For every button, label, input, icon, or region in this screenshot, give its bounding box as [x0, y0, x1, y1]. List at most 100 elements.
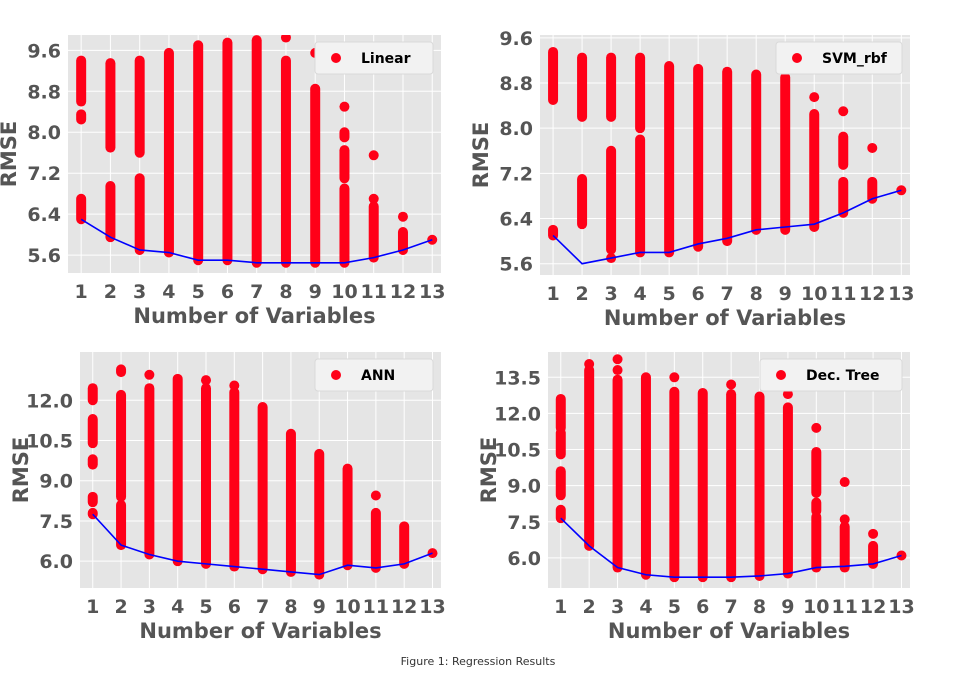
y-tick-label: 7.5 [39, 511, 73, 533]
x-tick-label: 6 [221, 281, 234, 303]
y-tick-label: 10.5 [494, 440, 541, 462]
x-tick-label: 1 [554, 596, 567, 618]
legend-marker [331, 53, 341, 63]
rmse-point [368, 150, 379, 161]
x-tick-label: 3 [133, 281, 146, 303]
x-tick-label: 12 [391, 596, 417, 618]
legend-label: ANN [361, 368, 395, 384]
legend-marker [776, 370, 786, 380]
x-tick-label: 1 [546, 283, 559, 305]
legend-marker [792, 53, 802, 63]
legend-box [759, 358, 903, 392]
x-tick-label: 5 [199, 596, 212, 618]
y-tick-label: 8.0 [27, 122, 61, 144]
y-tick-label: 6.0 [39, 551, 73, 573]
data-layer [555, 354, 907, 583]
rmse-point [144, 369, 155, 380]
rmse-point [370, 490, 381, 501]
y-tick-label: 10.5 [26, 431, 73, 453]
ann-chart: 1 2 3 4 5 6 7 8 9 10 11 12 136.07.59.010.512.0Number… [9, 352, 446, 643]
x-tick-label: 12 [860, 596, 886, 618]
x-tick-label: 9 [313, 596, 326, 618]
rmse-point [584, 359, 595, 370]
linear-chart: 1 2 3 4 5 6 7 8 9 10 11 12 135.66.47.28.08.89.6Numbe… [0, 35, 445, 328]
x-axis-label: Number of Variables [133, 304, 375, 328]
x-tick-label: 11 [831, 596, 857, 618]
x-tick-label: 10 [801, 283, 827, 305]
min-rmse-line [560, 517, 902, 578]
legend-marker [331, 370, 341, 380]
rmse-point [867, 142, 878, 153]
x-tick-label: 2 [104, 281, 117, 303]
y-tick-label: 12.0 [494, 403, 541, 425]
data-layer [76, 35, 438, 268]
x-tick-label: 1 [75, 281, 88, 303]
x-tick-label: 13 [419, 281, 445, 303]
x-tick-label: 5 [668, 596, 681, 618]
y-tick-label: 9.0 [39, 471, 73, 493]
y-tick-label: 6.4 [27, 204, 61, 226]
x-tick-label: 10 [331, 281, 357, 303]
regression-results-figure: 1 2 3 4 5 6 7 8 9 10 11 12 135.66.47.28.08.89.6Numbe… [0, 28, 915, 643]
legend-box [775, 41, 903, 75]
y-axis-label: RMSE [477, 437, 501, 504]
x-axis-label: Number of Variables [608, 619, 850, 643]
x-tick-label: 6 [228, 596, 241, 618]
rmse-point [200, 375, 211, 386]
y-tick-label: 13.5 [494, 367, 541, 389]
rmse-point [782, 389, 793, 400]
x-tick-label: 7 [725, 596, 738, 618]
y-tick-label: 7.2 [27, 163, 61, 185]
rmse-point [809, 92, 820, 103]
rmse-point [612, 365, 623, 376]
legend-label: Dec. Tree [806, 368, 880, 384]
x-tick-label: 7 [721, 283, 734, 305]
x-tick-label: 13 [419, 596, 445, 618]
x-tick-label: 11 [363, 596, 389, 618]
x-tick-label: 4 [162, 281, 175, 303]
x-tick-label: 10 [334, 596, 360, 618]
x-tick-label: 3 [604, 283, 617, 305]
svm-rbf-chart: 1 2 3 4 5 6 7 8 9 10 11 12 135.66.47.28.08.89.6Numbe… [469, 28, 915, 330]
x-tick-label: 2 [583, 596, 596, 618]
rmse-point [280, 35, 291, 43]
x-tick-label: 4 [171, 596, 184, 618]
x-tick-label: 9 [779, 283, 792, 305]
rmse-point [726, 379, 737, 390]
dec-tree-chart: 1 2 3 4 5 6 7 8 9 10 11 12 136.07.59.010.512.013.5Nu… [477, 352, 915, 643]
rmse-point [397, 211, 408, 222]
legend-box [314, 41, 434, 75]
y-axis-label: RMSE [0, 121, 21, 188]
y-tick-label: 6.0 [507, 548, 541, 570]
y-tick-label: 5.6 [499, 254, 533, 276]
rmse-point [839, 514, 850, 525]
legend-label: SVM_rbf [822, 51, 888, 67]
x-tick-label: 8 [753, 596, 766, 618]
rmse-point [612, 354, 623, 365]
legend-box [314, 358, 434, 392]
y-tick-label: 8.8 [27, 81, 61, 103]
x-tick-label: 10 [803, 596, 829, 618]
x-tick-label: 9 [781, 596, 794, 618]
x-tick-label: 12 [390, 281, 416, 303]
data-layer [548, 46, 907, 265]
figure-caption: Figure 1: Regression Results [400, 655, 556, 668]
min-rmse-line [80, 218, 433, 264]
x-tick-label: 8 [284, 596, 297, 618]
y-tick-label: 7.5 [507, 512, 541, 534]
x-tick-label: 11 [830, 283, 856, 305]
x-tick-label: 2 [114, 596, 127, 618]
legend: ANN [314, 358, 434, 392]
y-tick-label: 9.6 [27, 40, 61, 62]
x-tick-label: 3 [143, 596, 156, 618]
min-rmse-line [552, 189, 902, 265]
rmse-point [368, 193, 379, 204]
x-tick-label: 9 [309, 281, 322, 303]
x-tick-label: 8 [279, 281, 292, 303]
min-rmse-line [92, 513, 433, 576]
x-tick-label: 13 [888, 283, 914, 305]
legend: SVM_rbf [775, 41, 903, 75]
x-axis-label: Number of Variables [139, 619, 381, 643]
x-tick-label: 3 [611, 596, 624, 618]
rmse-point [339, 101, 350, 112]
